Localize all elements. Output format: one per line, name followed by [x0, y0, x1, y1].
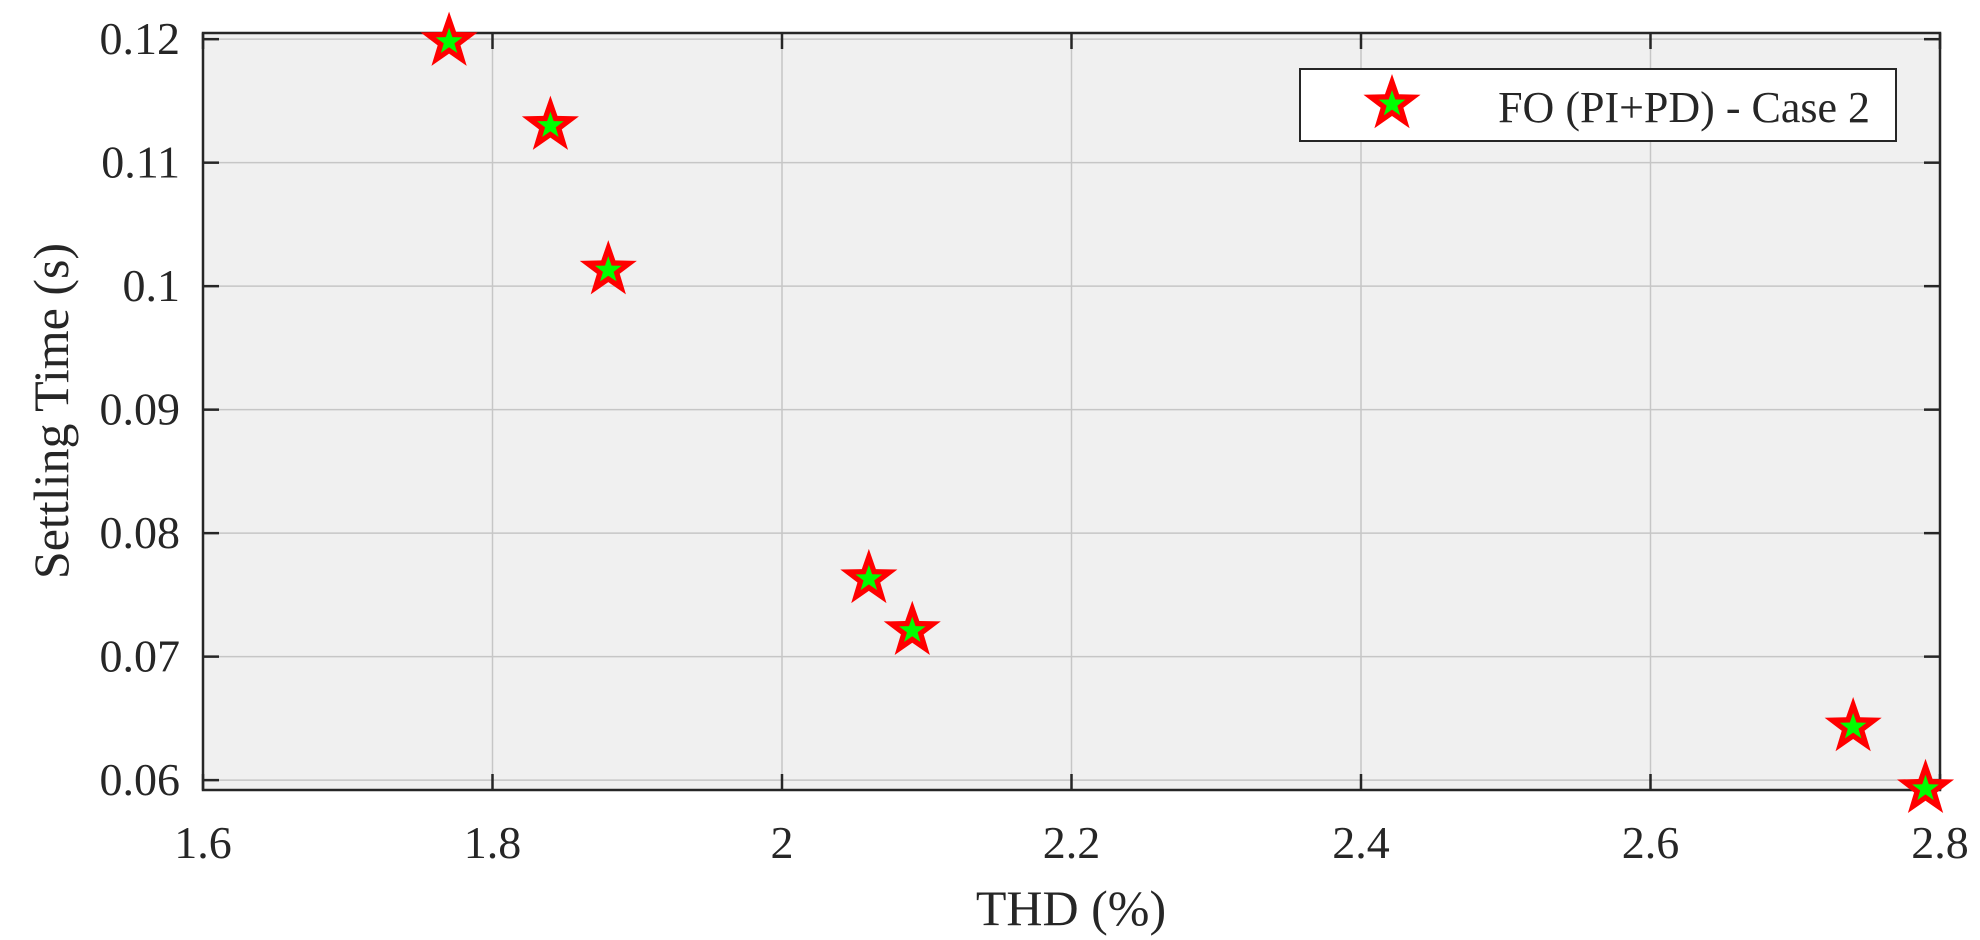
x-axis-title: THD (%) [976, 880, 1166, 936]
x-tick-label: 2.8 [1911, 817, 1969, 868]
y-tick-label: 0.12 [100, 13, 181, 64]
data-point-star-inner [594, 256, 622, 282]
data-point [521, 95, 579, 150]
legend-label: FO (PI+PD) - Case 2 [1498, 83, 1870, 132]
x-tick-label: 2.2 [1043, 817, 1101, 868]
legend-star-inner [1378, 90, 1406, 116]
x-tick-label: 1.6 [174, 817, 232, 868]
data-point [420, 11, 478, 66]
legend: FO (PI+PD) - Case 2 [1299, 68, 1897, 142]
grid-lines [203, 33, 1940, 790]
x-tick-label: 2 [771, 817, 794, 868]
y-axis-title: Settling Time (s) [23, 243, 79, 579]
x-tick-label: 1.8 [464, 817, 522, 868]
y-tick-label: 0.1 [123, 260, 181, 311]
x-tick-label: 2.4 [1332, 817, 1390, 868]
legend-star-icon [1363, 74, 1421, 129]
y-tick-label: 0.07 [100, 631, 181, 682]
data-point [579, 240, 637, 295]
data-point-star-inner [855, 564, 883, 591]
data-point [883, 600, 941, 655]
data-point-star-inner [1912, 774, 1939, 801]
data-point [1824, 697, 1882, 752]
y-tick-label: 0.09 [100, 384, 181, 435]
y-tick-label: 0.06 [100, 754, 181, 805]
y-tick-label: 0.08 [100, 507, 181, 558]
x-tick-label: 2.6 [1622, 817, 1680, 868]
y-tick-label: 0.11 [101, 137, 180, 188]
data-point [840, 548, 898, 604]
data-points [420, 11, 1955, 814]
data-point-star-inner [898, 616, 926, 643]
x-tick-labels: 1.6 1.8 2 2.2 2.4 2.6 2.8 [174, 817, 1969, 868]
data-point-star-inner [435, 27, 463, 53]
data-point-star-inner [1839, 713, 1867, 739]
data-point [1896, 758, 1955, 814]
y-tick-labels: 0.06 0.07 0.08 0.09 0.1 0.11 0.12 [100, 13, 181, 805]
data-point-star-inner [537, 111, 564, 137]
